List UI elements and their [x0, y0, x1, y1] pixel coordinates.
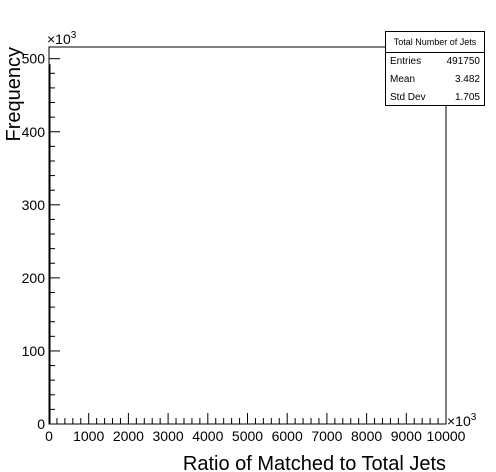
x-tick-label: 0	[45, 428, 53, 444]
stats-title: Total Number of Jets	[386, 32, 484, 53]
x-tick-label: 5000	[232, 428, 263, 444]
stats-row-mean: Mean 3.482	[386, 71, 484, 89]
x-tick-label: 10000	[427, 428, 466, 444]
stats-entries-value: 491750	[446, 56, 480, 67]
x-tick-label: 7000	[311, 428, 342, 444]
stats-box: Total Number of Jets Entries 491750 Mean…	[385, 31, 485, 106]
stats-row-entries: Entries 491750	[386, 53, 484, 71]
y-tick-label: 100	[22, 343, 46, 359]
x-tick-label: 3000	[153, 428, 184, 444]
y-tick-label: 400	[22, 124, 46, 140]
y-tick-label: 200	[22, 270, 46, 286]
stats-mean-label: Mean	[390, 74, 416, 85]
y-tick-label: 300	[22, 197, 46, 213]
x-tick-label: 6000	[272, 428, 303, 444]
x-tick-label: 2000	[113, 428, 144, 444]
x-tick-label: 1000	[73, 428, 104, 444]
y-tick-label: 500	[22, 51, 46, 67]
stats-stddev-label: Std Dev	[390, 92, 426, 103]
stats-row-stddev: Std Dev 1.705	[386, 89, 484, 107]
x-axis-title: Ratio of Matched to Total Jets	[183, 453, 446, 472]
x-axis-ticks: 0 1000 2000 3000 4000 5000 6000 7000 8000 9000 100…	[45, 413, 466, 444]
stats-entries-label: Entries	[390, 56, 422, 67]
x-tick-label: 4000	[192, 428, 223, 444]
y-axis-title: Frequency	[3, 47, 25, 142]
histogram-bar	[48, 64, 51, 425]
x-tick-label: 9000	[391, 428, 422, 444]
stats-mean-value: 3.482	[454, 74, 480, 85]
stats-stddev-value: 1.705	[454, 92, 480, 103]
x-axis-exponent: ×103	[447, 412, 477, 429]
histogram-bars	[48, 64, 51, 425]
y-axis-ticks: 0 100 200 300 400 500	[22, 51, 60, 432]
x-tick-label: 8000	[351, 428, 382, 444]
y-tick-label: 0	[37, 416, 45, 432]
y-axis-exponent: ×103	[47, 30, 77, 47]
